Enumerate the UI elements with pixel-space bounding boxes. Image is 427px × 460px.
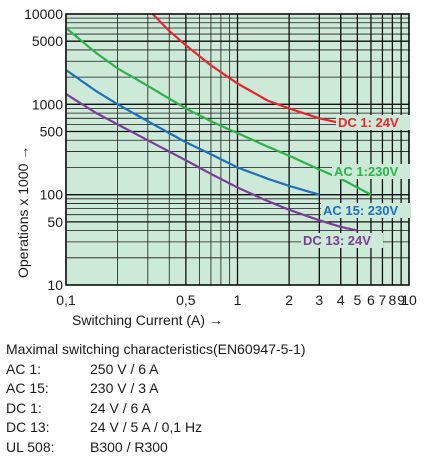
spec-row: UL 508: B300 / R300 (6, 438, 202, 458)
y-axis-label: Operations x 1000 → (15, 146, 31, 278)
series-label-bg (336, 115, 410, 130)
x-axis-label: Switching Current (A) → (72, 312, 223, 328)
series-label-bg (332, 164, 410, 179)
y-tick-label: 5000 (32, 33, 63, 49)
specs-heading: Maximal switching characteristics(EN6094… (6, 341, 306, 357)
x-tick-label: 2 (285, 292, 293, 308)
series-line (65, 69, 320, 196)
spec-key: DC 13: (6, 419, 50, 435)
x-tick-label: 4 (337, 292, 345, 308)
y-tick-label: 1000 (32, 96, 63, 112)
spec-key: DC 1: (6, 399, 42, 416)
series-label: AC 1:230V (334, 164, 399, 179)
plot-frame (65, 13, 410, 286)
x-tick-label: 3 (315, 292, 323, 308)
spec-value: 250 V / 6 A (90, 360, 159, 377)
x-tick-label: 10 (401, 292, 417, 308)
series-line (65, 93, 358, 232)
x-tick-label: 0,5 (176, 292, 196, 308)
spec-row: AC 1: 250 V / 6 A (6, 360, 202, 380)
specs-table: AC 1: 250 V / 6 A AC 15: 230 V / 3 A DC 1: 24… (6, 360, 202, 458)
series-label: DC 13: 24V (303, 233, 371, 248)
spec-key: AC 15: (6, 380, 49, 396)
spec-value: 24 V / 5 A / 0,1 Hz (90, 419, 203, 435)
x-tick-label: 0,1 (56, 292, 76, 308)
x-tick-label: 5 (353, 292, 361, 308)
spec-row: DC 13: 24 V / 5 A / 0,1 Hz (6, 418, 202, 438)
y-tick-label: 10000 (24, 6, 63, 22)
spec-key: AC 1: (6, 360, 42, 377)
series-label-bg (321, 203, 411, 218)
x-tick-labels: 0,1 0,5 1 2 3 4 5 6 7 8 910 (56, 292, 417, 308)
spec-key: UL 508: (6, 438, 55, 455)
series-labels: DC 1: 24V AC 1:230V AC 15: 230V DC 13: 24V (301, 115, 411, 248)
spec-value: B300 / R300 (90, 438, 168, 455)
spec-row: AC 15: 230 V / 3 A (6, 379, 202, 399)
spec-row: DC 1: 24 V / 6 A (6, 399, 202, 419)
x-tick-label: 9 (397, 292, 405, 308)
y-tick-label: 10 (47, 277, 63, 293)
series-label: DC 1: 24V (338, 115, 399, 130)
series-label-bg (301, 233, 383, 248)
y-tick-label: 500 (40, 124, 64, 140)
x-tick-label: 7 (379, 292, 387, 308)
series-label: AC 15: 230V (323, 203, 398, 218)
y-tick-label: 100 (40, 187, 64, 203)
y-tick-labels: 10000 5000 1000 500 100 50 10 (24, 6, 63, 293)
spec-value: 24 V / 6 A (90, 399, 151, 416)
spec-value: 230 V / 3 A (90, 380, 159, 396)
x-tick-label: 1 (234, 292, 242, 308)
y-tick-label: 50 (47, 214, 63, 230)
x-tick-label: 8 (388, 292, 396, 308)
x-tick-label: 6 (367, 292, 375, 308)
switching-specs: Maximal switching characteristics(EN6094… (6, 340, 306, 457)
chart: 0,1 0,5 1 2 3 4 5 6 7 8 910 1000050001000500100501… (15, 6, 417, 328)
